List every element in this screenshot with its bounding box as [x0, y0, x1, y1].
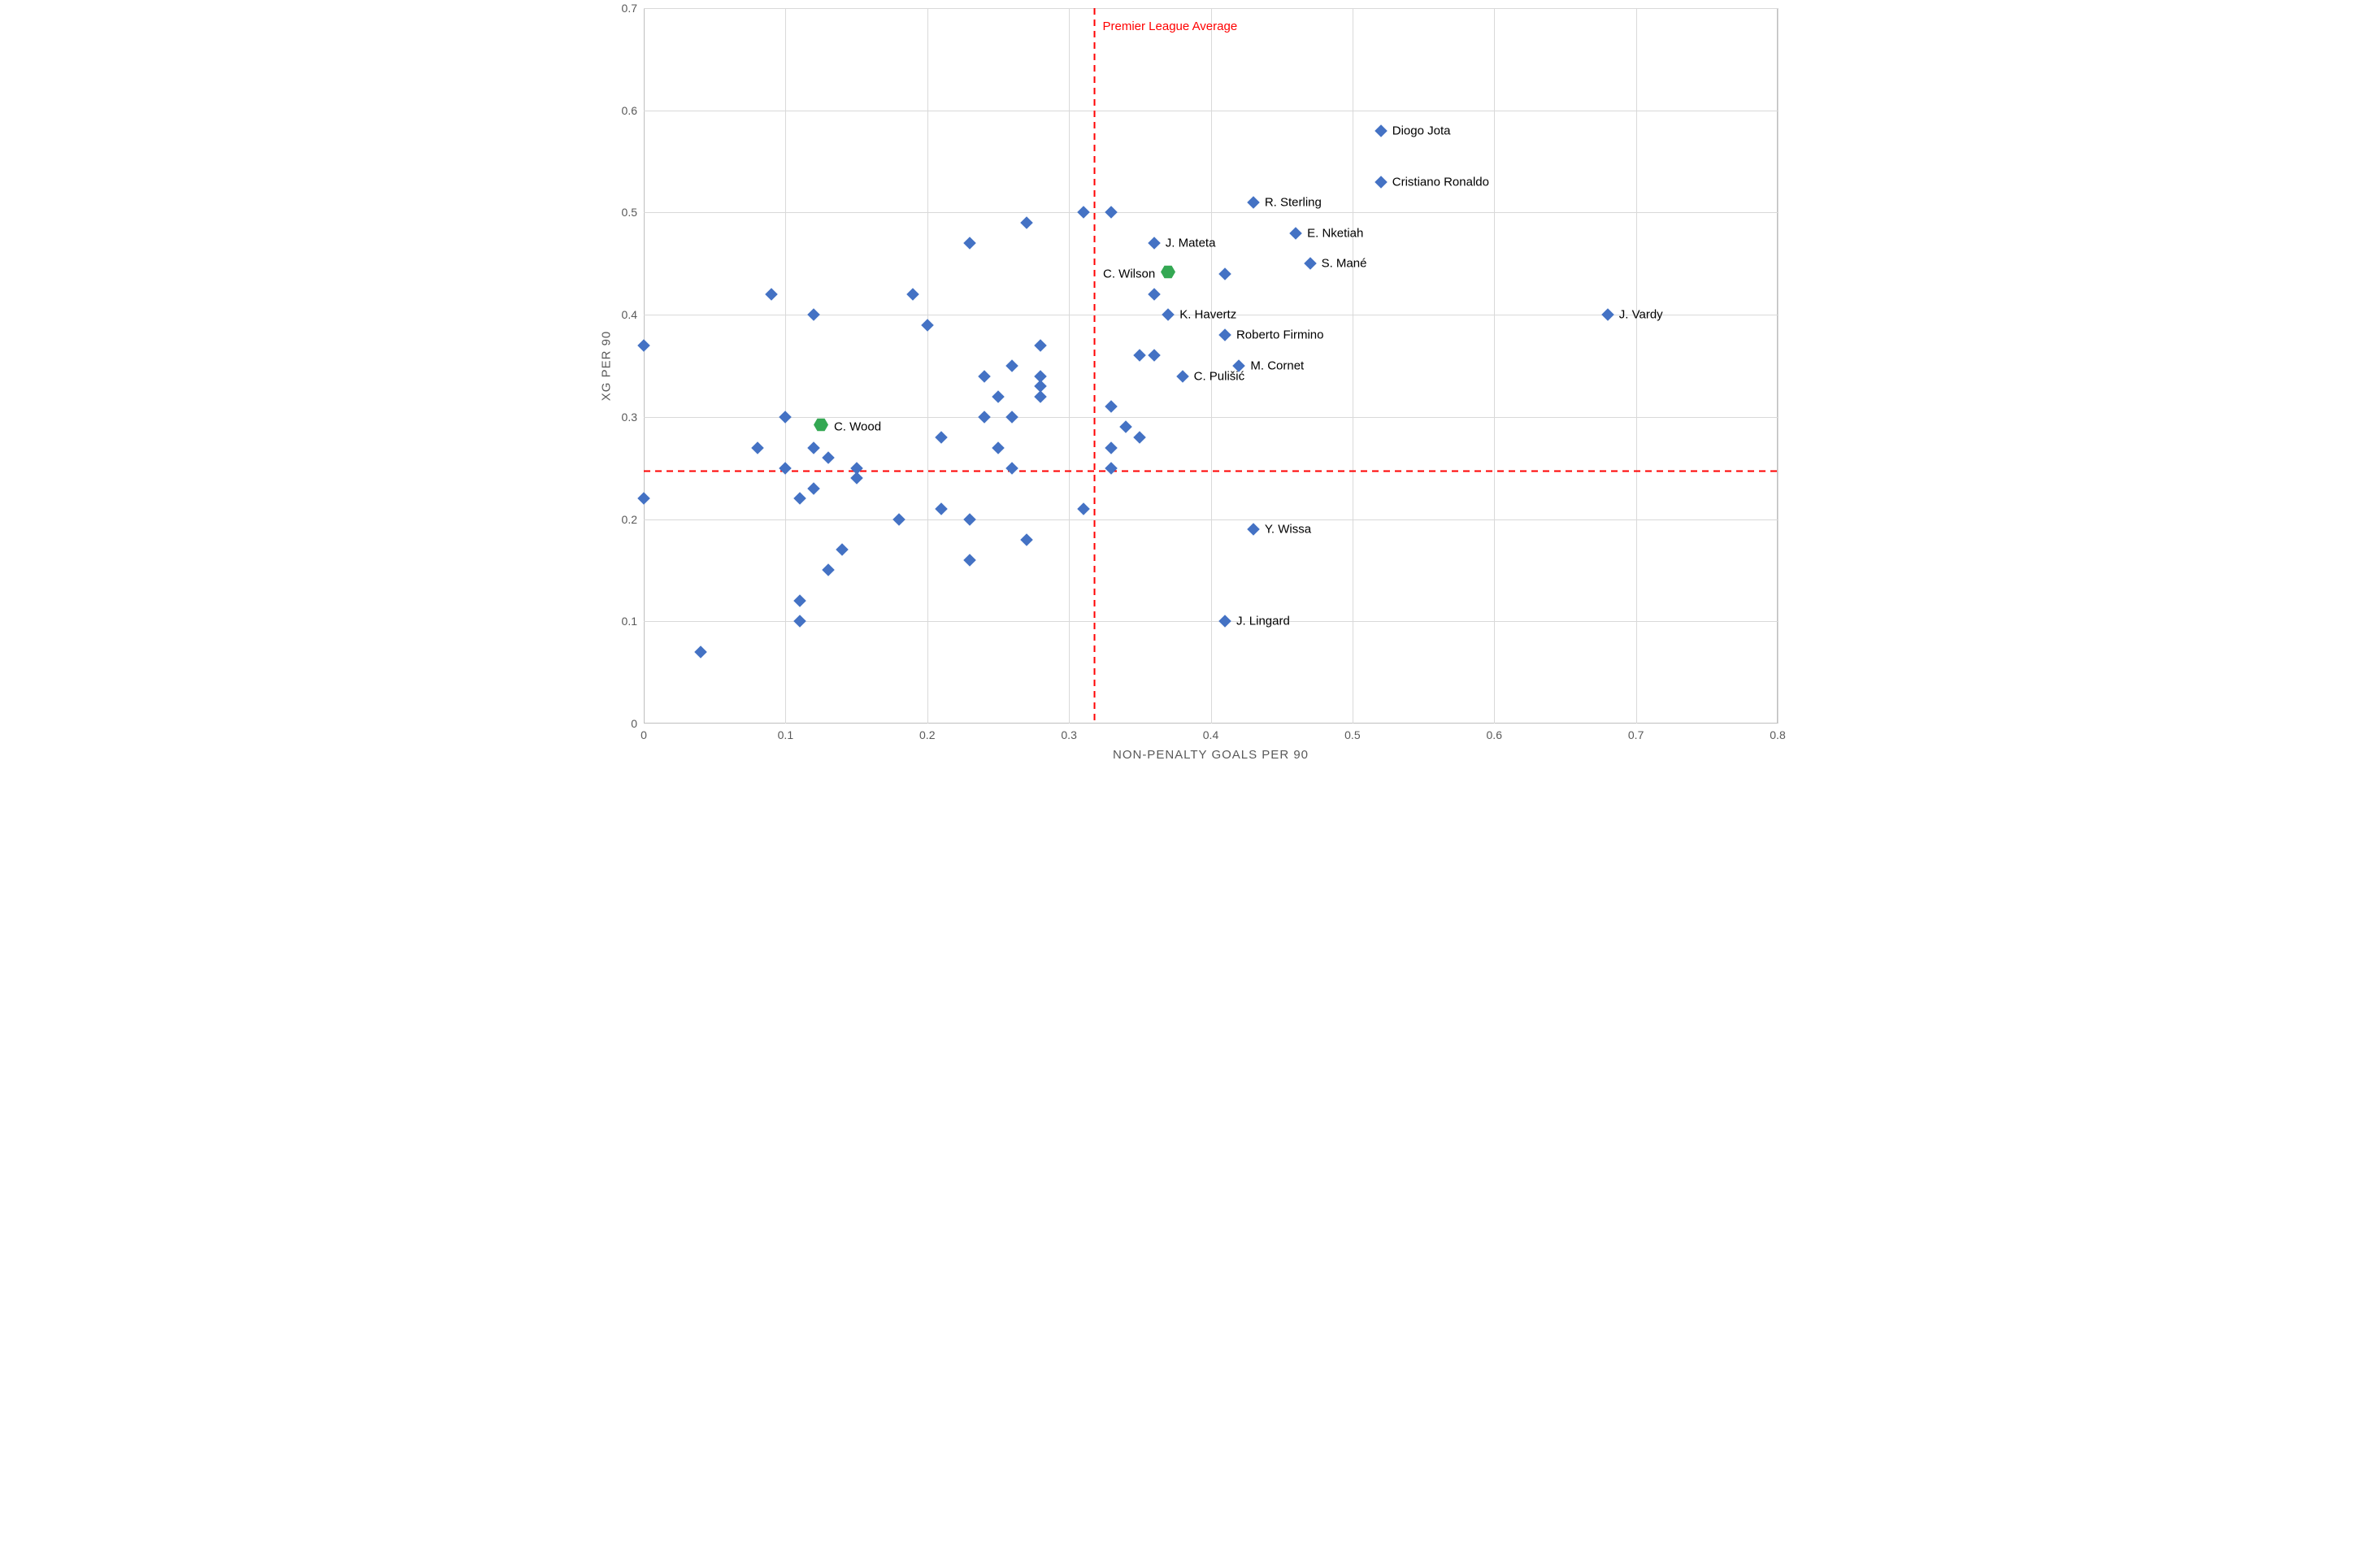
x-tick-label: 0.1 [778, 728, 793, 741]
x-tick-label: 0.3 [1061, 728, 1076, 741]
x-tick-label: 0 [641, 728, 647, 741]
grid-line-vertical [785, 8, 786, 724]
point-label: R. Sterling [1265, 195, 1322, 209]
point-label: C. Pulišić [1194, 369, 1245, 383]
y-tick-label: 0.3 [622, 411, 637, 424]
y-axis-title: XG PER 90 [600, 331, 614, 402]
x-axis-title: NON-PENALTY GOALS PER 90 [1113, 748, 1309, 762]
point-label: J. Vardy [1619, 308, 1663, 322]
grid-line-horizontal [644, 621, 1778, 622]
point-label: J. Mateta [1166, 237, 1216, 250]
point-label: Y. Wissa [1265, 523, 1311, 537]
grid-line-vertical [927, 8, 928, 724]
point-label: S. Mané [1322, 257, 1367, 271]
grid-line-vertical [1211, 8, 1212, 724]
x-tick-label: 0.7 [1628, 728, 1644, 741]
y-tick-label: 0.5 [622, 206, 637, 219]
grid-line-vertical [1494, 8, 1495, 724]
grid-line-horizontal [644, 8, 1778, 9]
point-label: Cristiano Ronaldo [1392, 175, 1489, 189]
point-label: M. Cornet [1250, 359, 1304, 373]
x-tick-label: 0.8 [1770, 728, 1785, 741]
y-tick-label: 0.4 [622, 308, 637, 321]
point-label: Roberto Firmino [1236, 328, 1324, 342]
x-tick-label: 0.5 [1344, 728, 1360, 741]
point-label: K. Havertz [1179, 308, 1236, 322]
point-label: J. Lingard [1236, 615, 1290, 628]
x-tick-label: 0.2 [919, 728, 935, 741]
y-tick-label: 0.2 [622, 513, 637, 526]
y-tick-label: 0.1 [622, 615, 637, 628]
grid-line-horizontal [644, 519, 1778, 520]
x-tick-label: 0.6 [1487, 728, 1502, 741]
grid-line-horizontal [644, 212, 1778, 213]
point-label: Diogo Jota [1392, 124, 1451, 137]
point-label: E. Nketiah [1307, 226, 1363, 240]
y-tick-label: 0.6 [622, 104, 637, 117]
x-tick-label: 0.4 [1203, 728, 1218, 741]
reference-line-label: Premier League Average [1103, 20, 1238, 33]
grid-line-vertical [1636, 8, 1637, 724]
y-tick-label: 0 [631, 717, 637, 730]
scatter-point-highlight [1161, 264, 1175, 283]
scatter-point-highlight [814, 418, 828, 437]
chart-container: NON-PENALTY GOALS PER 90 XG PER 90 0 0.1 0… [595, 0, 1785, 772]
point-label-highlight: C. Wood [834, 420, 881, 434]
point-label-highlight: C. Wilson [1103, 267, 1155, 280]
y-tick-label: 0.7 [622, 2, 637, 15]
grid-line-vertical [1069, 8, 1070, 724]
